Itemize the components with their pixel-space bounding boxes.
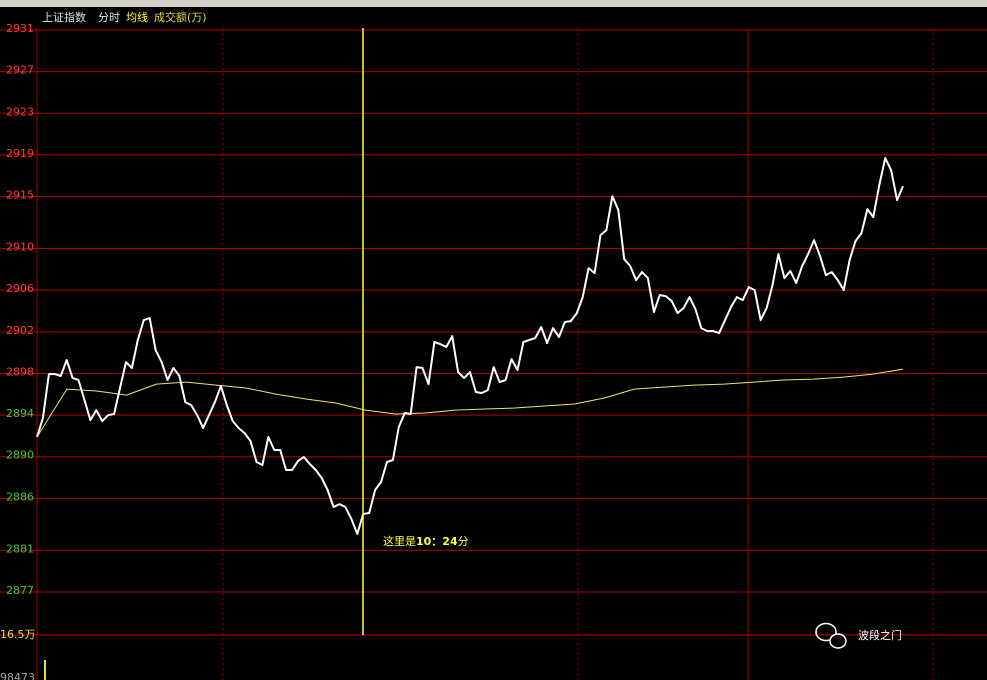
y-tick-label: 2886: [6, 490, 34, 503]
index-name: 上证指数: [42, 10, 86, 24]
avg-label: 均线: [126, 10, 148, 24]
y-tick-label: 2877: [6, 584, 34, 597]
y-tick-label: 2906: [6, 282, 34, 295]
volume-label: 成交额(万): [154, 10, 207, 24]
annotation-suffix: 分: [458, 535, 469, 548]
y-tick-label: 2881: [6, 542, 34, 555]
y-tick-label: 2923: [6, 105, 34, 118]
price-line: [36, 157, 904, 535]
y-tick-label: 2902: [6, 324, 34, 337]
y-tick-label: 2915: [6, 189, 34, 202]
y-tick-label: 2927: [6, 64, 34, 77]
watermark-icon: [815, 622, 847, 649]
y-tick-label: 2931: [6, 22, 34, 35]
annotation: 这里是10：24分: [383, 534, 469, 548]
mode: 分时: [98, 11, 120, 24]
y-tick-label: 2894: [6, 407, 34, 420]
volume-bottom-label: 98473: [0, 671, 35, 680]
plot: 2931 2927 2923 2919 2915 2910 2906 2902 2898 2894…: [0, 22, 987, 597]
time-grid: [0, 28, 987, 680]
menu-bar: [0, 0, 987, 7]
y-tick-label: 2898: [6, 365, 34, 378]
volume-axis-label: 16.5万: [0, 628, 36, 641]
y-tick-label: 2890: [6, 449, 34, 462]
y-tick-label: 2919: [6, 147, 34, 160]
watermark: 波段之门: [858, 628, 902, 642]
annotation-prefix: 这里是: [383, 534, 416, 548]
y-tick-label: 2910: [6, 241, 34, 254]
annotation-time: 10：24: [416, 535, 458, 548]
